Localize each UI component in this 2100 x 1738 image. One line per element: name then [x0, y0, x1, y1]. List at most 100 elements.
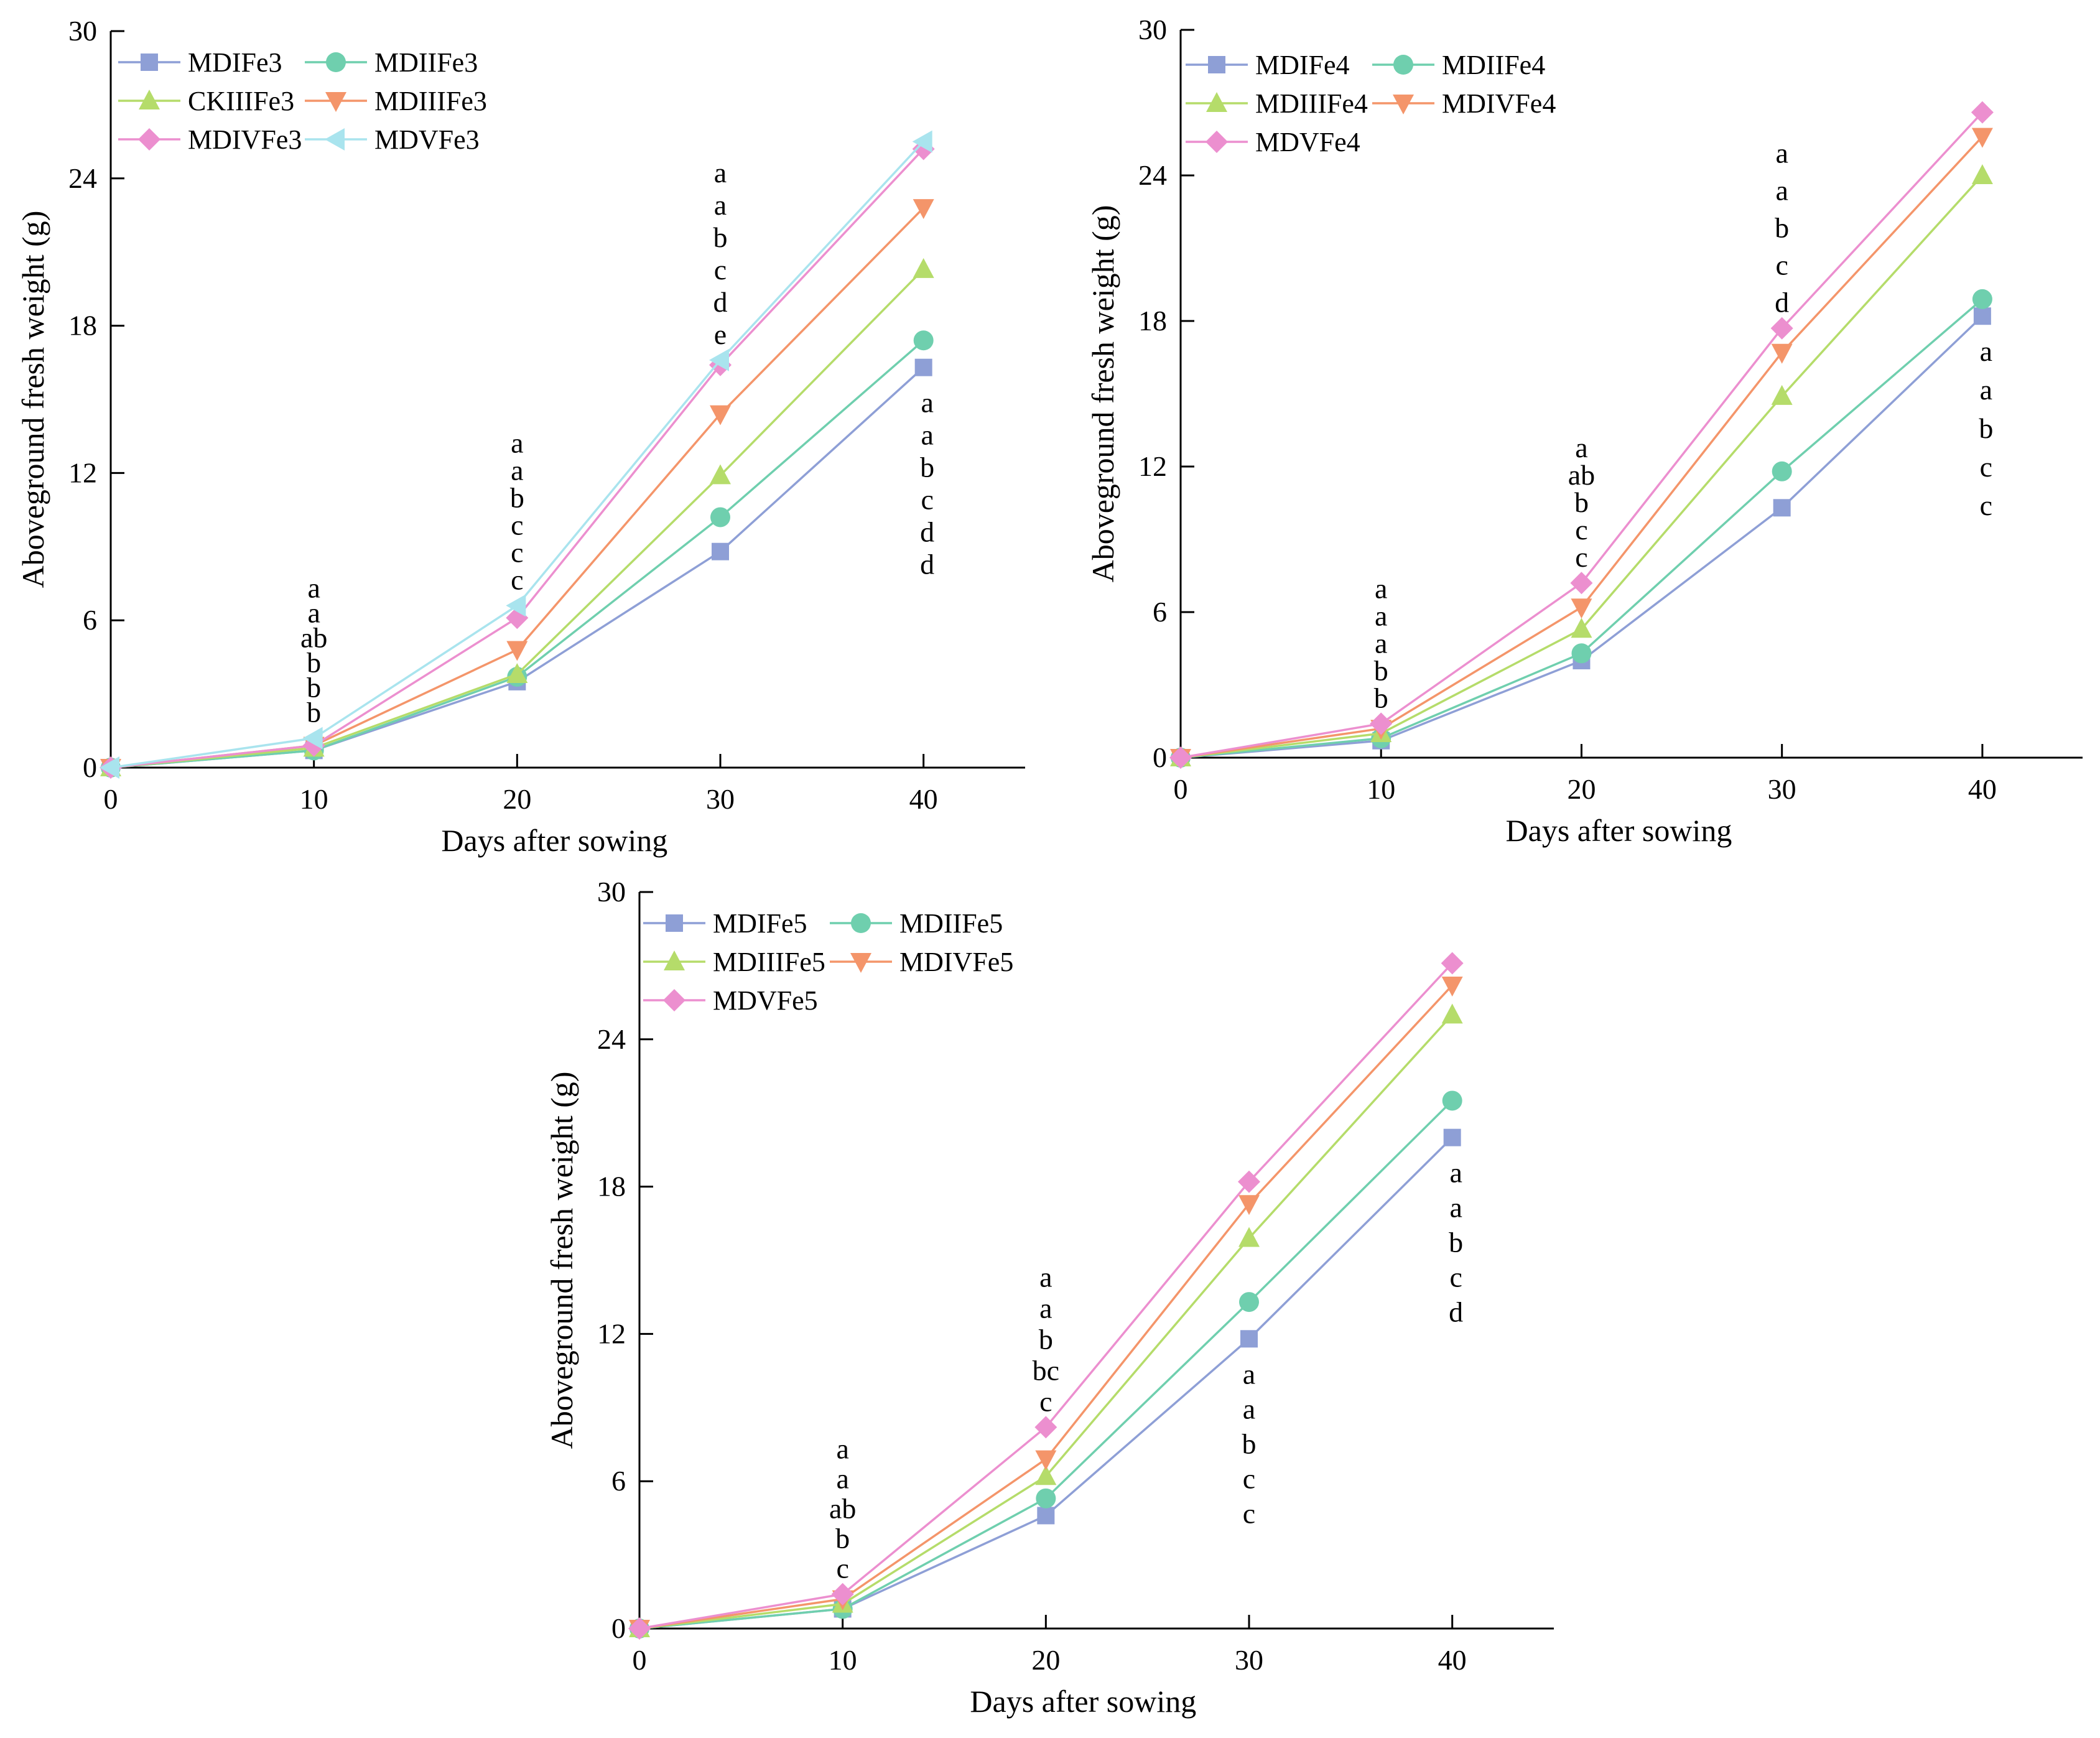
legend-marker-MDIIFe3: [326, 52, 346, 72]
chart-panel-fe3: 0 6 12 18 24 30 0 10 20 30 40 Days after sowing Abov…: [16, 15, 1025, 858]
x-tick-label: 10: [300, 783, 328, 815]
y-tick-label: 24: [1138, 159, 1167, 191]
legend-marker-MDIIFe5: [851, 913, 871, 933]
significance-letter: d: [920, 549, 934, 580]
significance-letter: a: [307, 572, 320, 604]
significance-letter: a: [1243, 1358, 1255, 1390]
data-point-MDIIIFe4: [1771, 384, 1793, 405]
significance-letter: a: [921, 419, 933, 451]
data-point-MDIFe5: [1443, 1128, 1461, 1146]
significance-letter: d: [1775, 287, 1789, 318]
y-tick-label: 0: [1153, 741, 1167, 773]
data-point-MDVFe5: [1034, 1416, 1057, 1439]
data-point-MDIIIFe3: [913, 199, 934, 220]
y-tick-label: 24: [68, 162, 97, 194]
x-axis-label: Days after sowing: [441, 823, 667, 858]
y-tick-label: 12: [1138, 450, 1167, 482]
x-tick-label: 10: [1367, 773, 1395, 805]
legend-marker-MDIIFe4: [1393, 55, 1413, 75]
data-point-MDIIFe4: [1972, 289, 1992, 309]
data-point-MDVFe4: [1169, 746, 1192, 769]
data-point-MDIIIFe3: [710, 405, 731, 425]
x-tick-label: 40: [1438, 1644, 1467, 1676]
y-tick-label: 30: [68, 15, 97, 47]
legend-label: MDIVFe4: [1442, 88, 1556, 119]
significance-letter: b: [1574, 486, 1589, 518]
significance-letter: a: [921, 387, 933, 419]
chart-panel-fe5: 0 6 12 18 24 30 0 10 20 30 40 Days after sowing Abov…: [544, 876, 1554, 1719]
legend-label: MDVFe5: [713, 985, 818, 1016]
significance-letter: d: [713, 286, 728, 318]
significance-letter: ab: [829, 1493, 856, 1525]
significance-letter: b: [1979, 412, 1993, 444]
legend-marker-MDIFe5: [666, 914, 683, 932]
data-point-MDVFe4: [1770, 317, 1793, 340]
y-tick-label: 18: [597, 1171, 626, 1202]
significance-letter: a: [1980, 374, 1992, 406]
data-point-MDIIIFe4: [1571, 618, 1592, 638]
significance-letter: a: [1980, 335, 1992, 367]
data-point-MDIVFe5: [1035, 1450, 1057, 1471]
significance-letter: a: [1375, 627, 1387, 659]
significance-letter: a: [511, 455, 523, 486]
y-axis-label: Aboveground fresh weight (g): [544, 1072, 579, 1449]
significance-letter: c: [511, 537, 523, 569]
legend-marker-MDVFe4: [1206, 131, 1228, 153]
x-tick-label: 40: [909, 783, 938, 815]
data-point-MDVFe3: [709, 348, 729, 371]
significance-letter: c: [511, 509, 523, 541]
data-point-MDIVFe5: [1441, 976, 1463, 997]
y-axis-label: Aboveground fresh weight (g): [1085, 205, 1120, 583]
legend-marker-MDIFe4: [1208, 56, 1225, 73]
data-point-MDIFe4: [1773, 499, 1791, 517]
legend-label: MDIFe4: [1255, 50, 1350, 80]
significance-letter: c: [1775, 249, 1788, 281]
significance-letter: a: [836, 1433, 848, 1465]
y-tick-label: 24: [597, 1023, 626, 1055]
data-point-MDVFe5: [1238, 1170, 1260, 1193]
significance-letter: e: [714, 318, 727, 350]
legend-marker-MDIIIFe3: [325, 92, 346, 112]
data-point-MDIIIFe4: [1971, 164, 1993, 184]
data-point-MDIIIFe5: [1238, 1227, 1260, 1247]
legend-label: MDIIFe3: [374, 47, 478, 78]
significance-letter: b: [307, 697, 321, 728]
data-point-MDVFe4: [1370, 712, 1393, 735]
significance-letter: b: [1374, 654, 1388, 686]
legend-marker-MDIIIFe4: [1206, 92, 1227, 112]
legend-marker-MDIVFe3: [138, 128, 160, 151]
significance-letter: d: [920, 516, 934, 548]
significance-letter: c: [1039, 1385, 1052, 1417]
significance-letter: a: [714, 189, 727, 221]
data-point-MDIFe3: [914, 358, 932, 376]
significance-letter: b: [920, 452, 934, 483]
significance-letter: c: [1449, 1262, 1462, 1293]
legend-label: MDVFe3: [374, 124, 480, 155]
data-point-MDIIFe3: [913, 330, 934, 351]
significance-letter: a: [1375, 600, 1387, 631]
x-tick-label: 20: [1031, 1644, 1060, 1676]
significance-letter: b: [713, 221, 728, 253]
data-point-MDVFe4: [1971, 101, 1994, 124]
significance-letter: a: [307, 597, 320, 629]
significance-letter: b: [1374, 682, 1388, 713]
significance-letter: b: [835, 1523, 850, 1554]
data-point-MDIIFe5: [1239, 1292, 1259, 1313]
data-point-MDIFe4: [1973, 307, 1991, 325]
y-axis-label: Aboveground fresh weight (g): [16, 211, 50, 588]
significance-letter: c: [1575, 541, 1587, 573]
data-point-MDVFe5: [1441, 952, 1464, 975]
data-point-CKIIIFe3: [710, 464, 731, 485]
significance-letter: b: [510, 482, 524, 514]
x-tick-label: 30: [1768, 773, 1796, 805]
legend-label: MDIIIFe3: [374, 86, 487, 116]
y-tick-label: 6: [83, 604, 97, 636]
data-point-CKIIIFe3: [506, 663, 528, 684]
legend-marker-MDVFe3: [325, 128, 345, 151]
y-tick-label: 6: [1153, 596, 1167, 628]
data-point-MDIVFe4: [1571, 598, 1592, 619]
legend-label: MDVFe4: [1255, 127, 1360, 157]
x-tick-label: 0: [633, 1644, 647, 1676]
y-tick-label: 0: [83, 751, 97, 783]
data-point-MDIVFe4: [1971, 128, 1993, 148]
